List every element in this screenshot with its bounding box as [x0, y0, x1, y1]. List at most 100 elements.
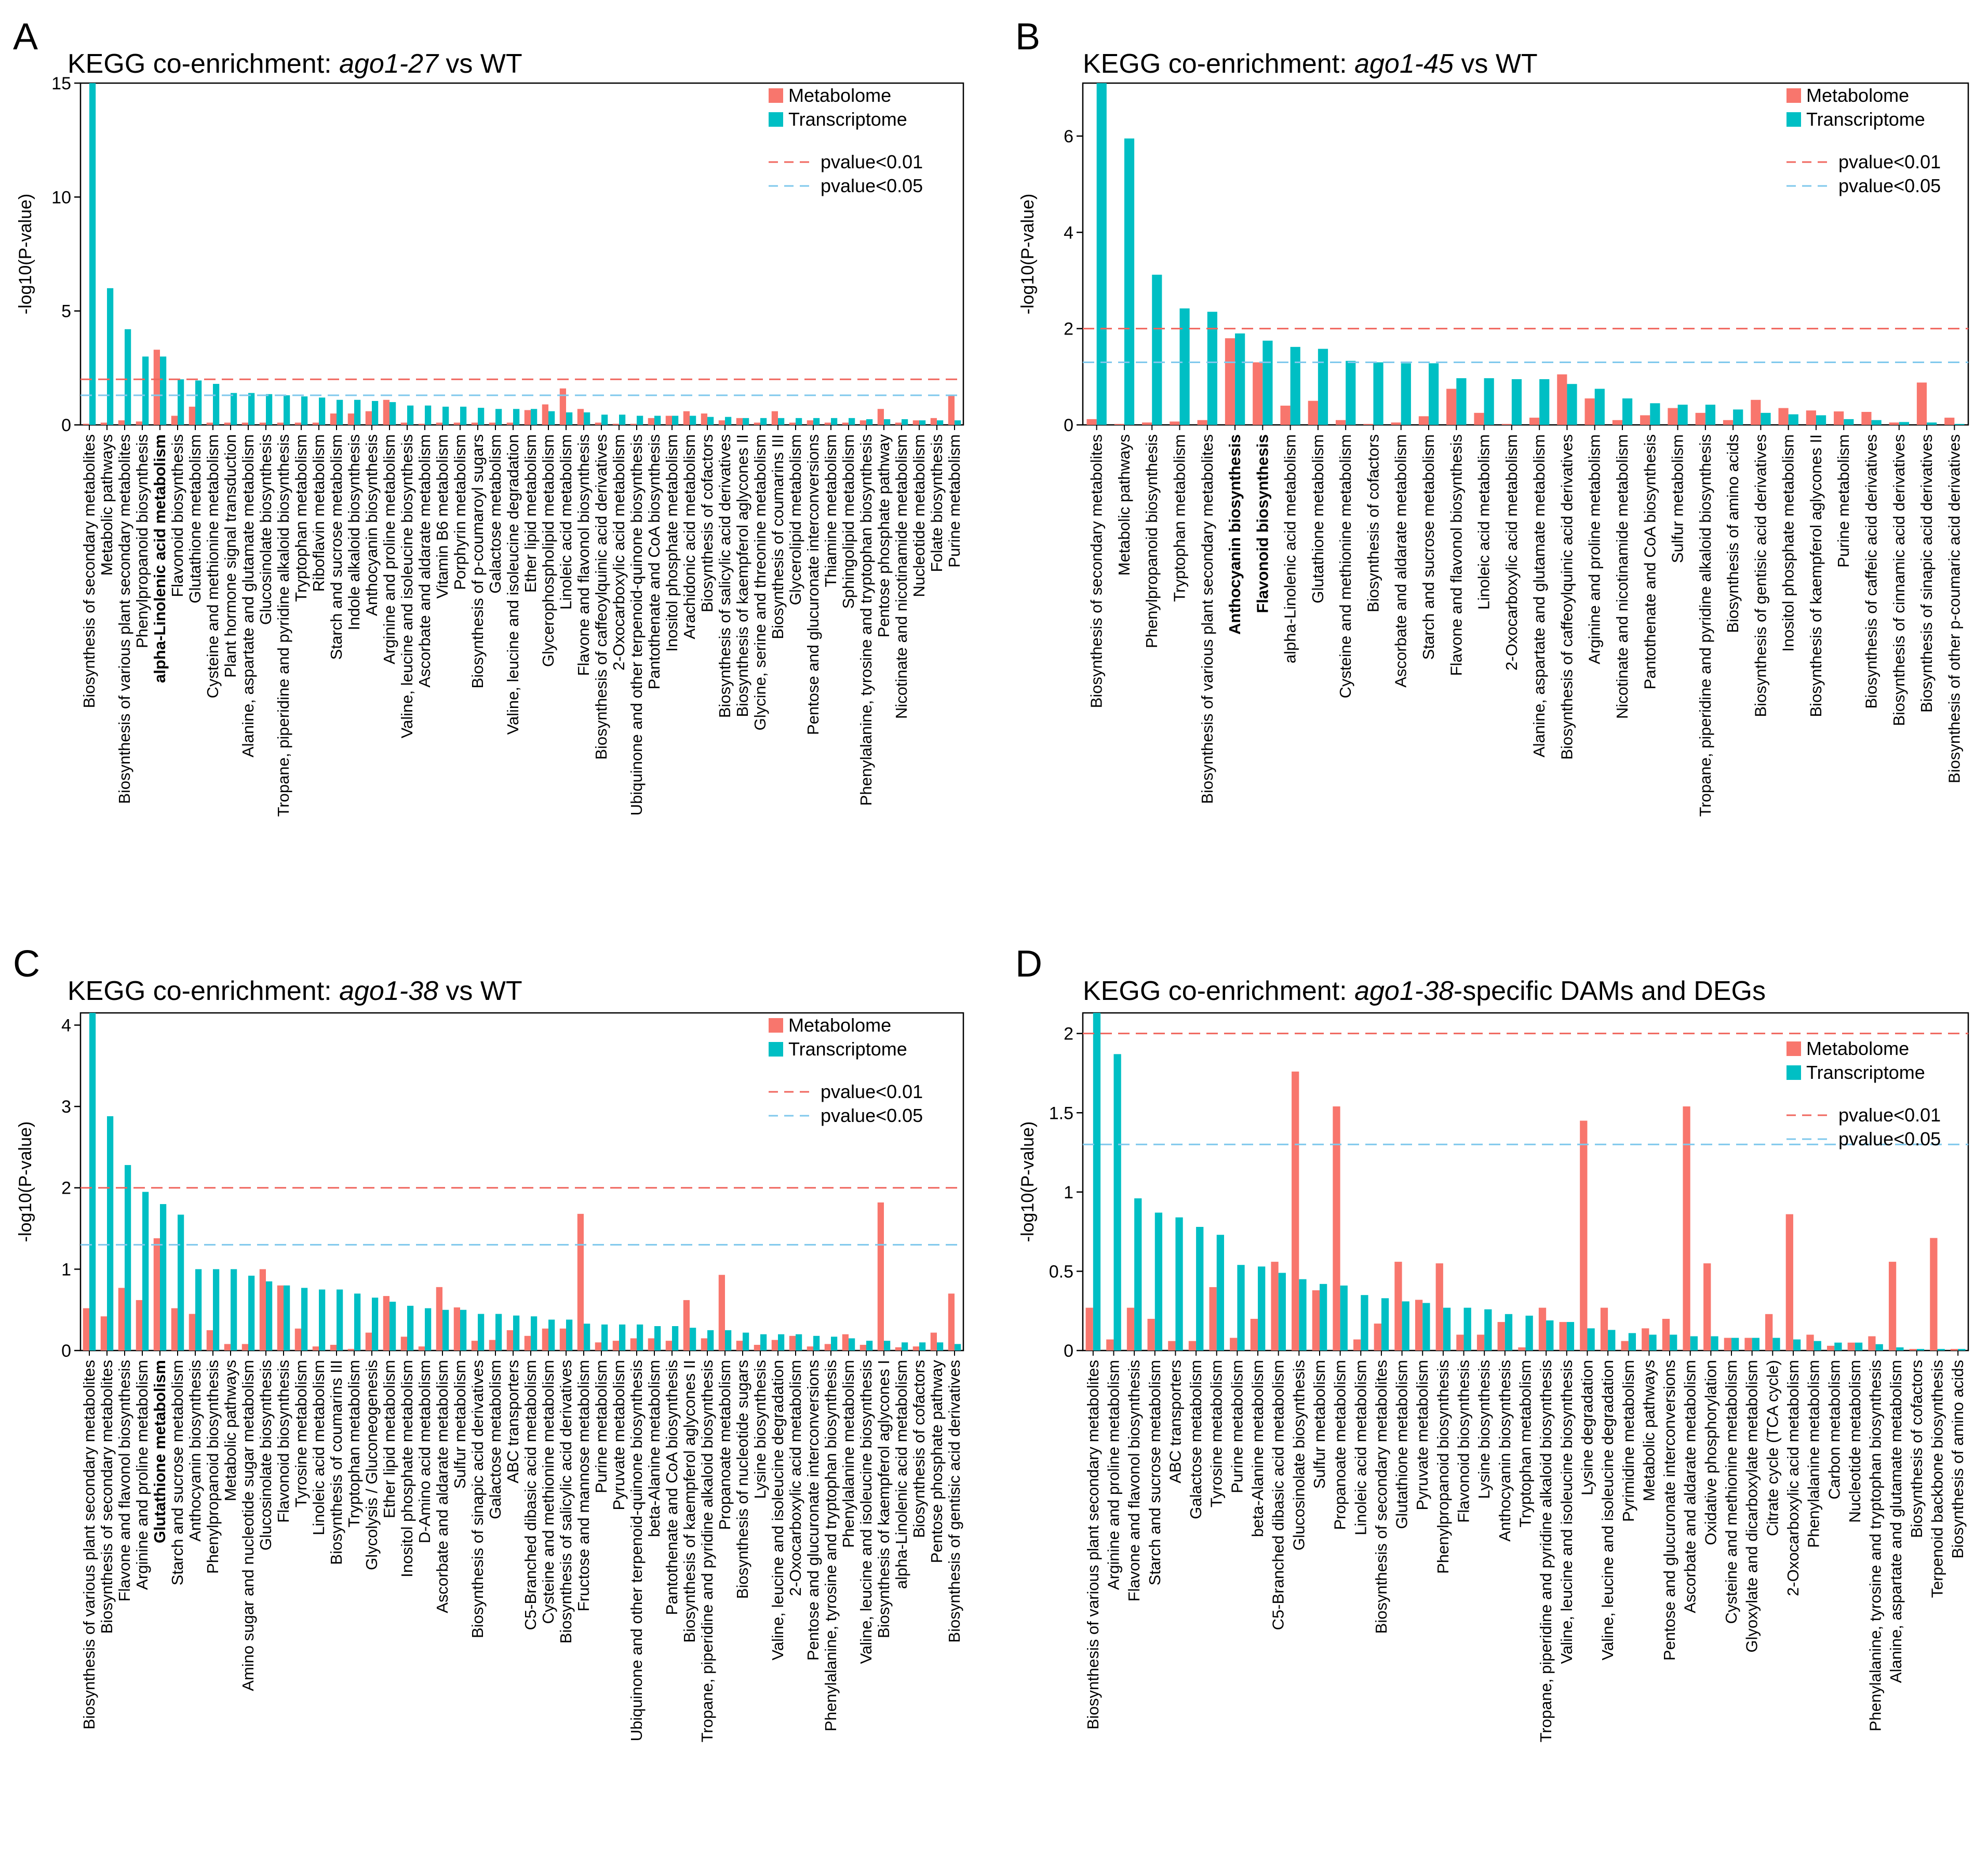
- category-label: Pentose and glucuronate interconversions: [1660, 1360, 1678, 1661]
- bar-transcriptome: [566, 1319, 573, 1351]
- category-label: Sulfur metabolism: [1669, 434, 1687, 563]
- bar-metabolome: [1640, 415, 1650, 425]
- bar-transcriptome: [107, 288, 114, 425]
- category-label: Biosynthesis of caffeic acid derivatives: [1862, 434, 1880, 709]
- bar-metabolome: [630, 1338, 637, 1351]
- category-label: Valine, leucine and isoleucine biosynthe…: [398, 434, 416, 738]
- bar-metabolome: [789, 1335, 796, 1351]
- chart-title: KEGG co-enrichment: ago1-38-specific DAM…: [1083, 976, 1766, 1006]
- bar-metabolome: [1292, 1071, 1299, 1351]
- bar-metabolome: [1085, 1307, 1093, 1351]
- bar-transcriptome: [1381, 1298, 1389, 1351]
- category-label: Glycolysis / Gluconeogenesis: [362, 1360, 381, 1570]
- category-label: Phenylpropanoid biosynthesis: [204, 1360, 222, 1574]
- bar-transcriptome: [1871, 420, 1882, 425]
- bar-metabolome: [1600, 1307, 1608, 1351]
- bar-metabolome: [1142, 422, 1152, 425]
- bar-metabolome: [224, 1344, 231, 1351]
- category-label: Tryptophan metabolism: [292, 434, 310, 602]
- bar-transcriptome: [707, 417, 714, 425]
- category-label: Galactose metabolism: [486, 1360, 504, 1519]
- category-label: Valine, leucine and isoleucine degradati…: [1599, 1360, 1617, 1661]
- category-label: Riboflavin metabolism: [310, 434, 328, 592]
- bar-transcriptome: [1649, 1334, 1657, 1351]
- bar-transcriptome: [1484, 1309, 1492, 1351]
- category-label: Linoleic acid metabolism: [1351, 1360, 1369, 1535]
- bar-metabolome: [100, 1316, 107, 1351]
- category-label: Metabolic pathways: [1640, 1360, 1658, 1501]
- bar-metabolome: [807, 420, 813, 425]
- category-label: Biosynthesis of various plant secondary …: [115, 434, 133, 804]
- bar-metabolome: [489, 422, 495, 425]
- category-label: ABC transporters: [504, 1360, 522, 1484]
- bar-transcriptome: [690, 1328, 696, 1351]
- bar-metabolome: [206, 1330, 213, 1351]
- bar-metabolome: [1280, 405, 1291, 425]
- bar-metabolome: [736, 1341, 743, 1351]
- category-label: Biosynthesis of secondary metabolites: [1087, 434, 1106, 708]
- bar-metabolome: [136, 421, 142, 425]
- bar-transcriptome: [142, 1192, 149, 1351]
- bar-transcriptome: [672, 1326, 679, 1351]
- bar-metabolome: [542, 1328, 548, 1351]
- bar-metabolome: [683, 1300, 690, 1351]
- category-label: Flavonoid biosynthesis: [1455, 1360, 1473, 1523]
- bar-metabolome: [1197, 420, 1207, 425]
- bar-transcriptome: [337, 399, 343, 425]
- bar-metabolome: [612, 423, 619, 425]
- bar-metabolome: [948, 1293, 955, 1351]
- bar-metabolome: [824, 1344, 831, 1351]
- bar-transcriptome: [1622, 398, 1633, 425]
- bar-metabolome: [842, 422, 849, 425]
- bar-metabolome: [1642, 1328, 1649, 1351]
- legend-swatch-metabolome: [1786, 1041, 1801, 1056]
- bar-metabolome: [1916, 382, 1927, 425]
- bar-transcriptome: [919, 1342, 926, 1351]
- title-part: vs WT: [438, 976, 522, 1006]
- category-label: Linoleic acid metabolism: [310, 1360, 328, 1535]
- bar-metabolome: [771, 1340, 778, 1351]
- bar-metabolome: [418, 423, 425, 425]
- category-label: Biosynthesis of coumarins III: [327, 1360, 345, 1565]
- bar-transcriptome: [1958, 1348, 1966, 1351]
- category-label: Sphingolipid metabolism: [839, 434, 857, 609]
- bar-metabolome: [259, 422, 266, 425]
- category-label-highlighted: Flavonoid biosynthesis: [1253, 434, 1271, 613]
- bar-transcriptome: [319, 1289, 326, 1351]
- category-label: Glucosinolate biosynthesis: [1289, 1360, 1308, 1551]
- category-label: Biosynthesis of sinapic acid derivatives: [1917, 434, 1936, 713]
- category-label: Lysine degradation: [1578, 1360, 1596, 1495]
- category-label: Biosynthesis of secondary metabolites: [1372, 1360, 1390, 1634]
- legend-label-p001: pvalue<0.01: [821, 1081, 923, 1102]
- bar-metabolome: [842, 1334, 849, 1351]
- category-label: Tropane, piperidine and pyridine alkaloi…: [1537, 1360, 1555, 1742]
- bar-metabolome: [859, 420, 866, 425]
- legend-label-metabolome: Metabolome: [788, 1014, 891, 1036]
- bar-metabolome: [171, 1308, 178, 1351]
- bar-transcriptome: [160, 356, 167, 425]
- y-tick-label: 0: [1064, 416, 1073, 435]
- bar-transcriptome: [849, 1338, 855, 1351]
- category-label: Flavonoid biosynthesis: [168, 434, 186, 597]
- bar-transcriptome: [1916, 1348, 1925, 1351]
- category-label: Anthocyanin biosynthesis: [362, 434, 381, 616]
- bar-transcriptome: [1937, 1348, 1945, 1351]
- bar-metabolome: [277, 1285, 284, 1351]
- bar-transcriptome: [1258, 1266, 1266, 1351]
- title-part: ago1-38: [1354, 976, 1454, 1006]
- category-label: Galactose metabolism: [1187, 1360, 1205, 1519]
- category-label: Glucosinolate biosynthesis: [257, 434, 275, 625]
- bar-metabolome: [383, 399, 389, 425]
- bar-metabolome: [912, 420, 919, 425]
- bar-transcriptome: [1237, 1265, 1245, 1351]
- bar-metabolome: [453, 1307, 460, 1351]
- category-label: Biosynthesis of cofactors: [910, 1360, 928, 1538]
- bar-metabolome: [648, 1338, 654, 1351]
- bar-transcriptome: [142, 356, 149, 425]
- bar-transcriptome: [1731, 1338, 1739, 1351]
- bar-metabolome: [1909, 1348, 1917, 1351]
- bar-transcriptome: [478, 1314, 485, 1351]
- bar-transcriptome: [231, 393, 237, 425]
